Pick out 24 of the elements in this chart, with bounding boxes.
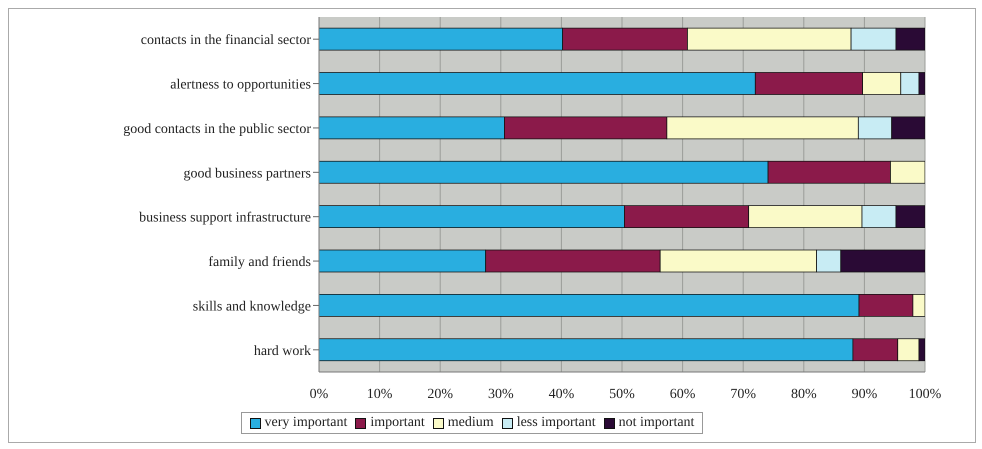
y-tick-label: family and friends bbox=[208, 255, 311, 270]
y-tick-label: hard work bbox=[254, 344, 311, 359]
x-tick-label: 80% bbox=[790, 386, 817, 402]
y-tick-label: good business partners bbox=[183, 166, 311, 182]
x-tick-label: 90% bbox=[852, 386, 878, 402]
x-tick-label: 10% bbox=[366, 386, 393, 402]
y-tick-label: contacts in the financial sector bbox=[140, 33, 312, 48]
x-tick-label: 70% bbox=[730, 386, 756, 402]
legend-label: not important bbox=[618, 415, 694, 431]
y-tick-label: good contacts in the public sector bbox=[123, 122, 312, 137]
x-tick-label: 40% bbox=[548, 386, 575, 402]
x-tick-label: 60% bbox=[670, 386, 696, 402]
legend-label: less important bbox=[516, 415, 596, 431]
legend-label: important bbox=[369, 415, 425, 431]
y-tick-label: business support infrastructure bbox=[139, 210, 311, 226]
legend-label: very important bbox=[264, 415, 348, 431]
x-tick-label: 100% bbox=[908, 386, 942, 402]
x-tick-label: 20% bbox=[427, 386, 454, 402]
x-tick-label: 50% bbox=[609, 386, 636, 402]
y-tick-label: alertness to opportunities bbox=[170, 78, 311, 93]
legend-label: medium bbox=[446, 415, 494, 431]
x-tick-label: 0% bbox=[310, 386, 329, 402]
x-tick-label: 30% bbox=[488, 386, 514, 402]
y-tick-label: skills and knowledge bbox=[192, 299, 311, 314]
